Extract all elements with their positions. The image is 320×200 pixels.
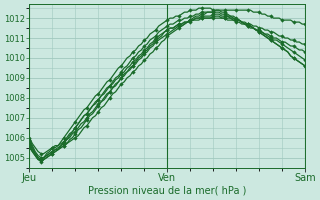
X-axis label: Pression niveau de la mer( hPa ): Pression niveau de la mer( hPa ) — [88, 186, 246, 196]
